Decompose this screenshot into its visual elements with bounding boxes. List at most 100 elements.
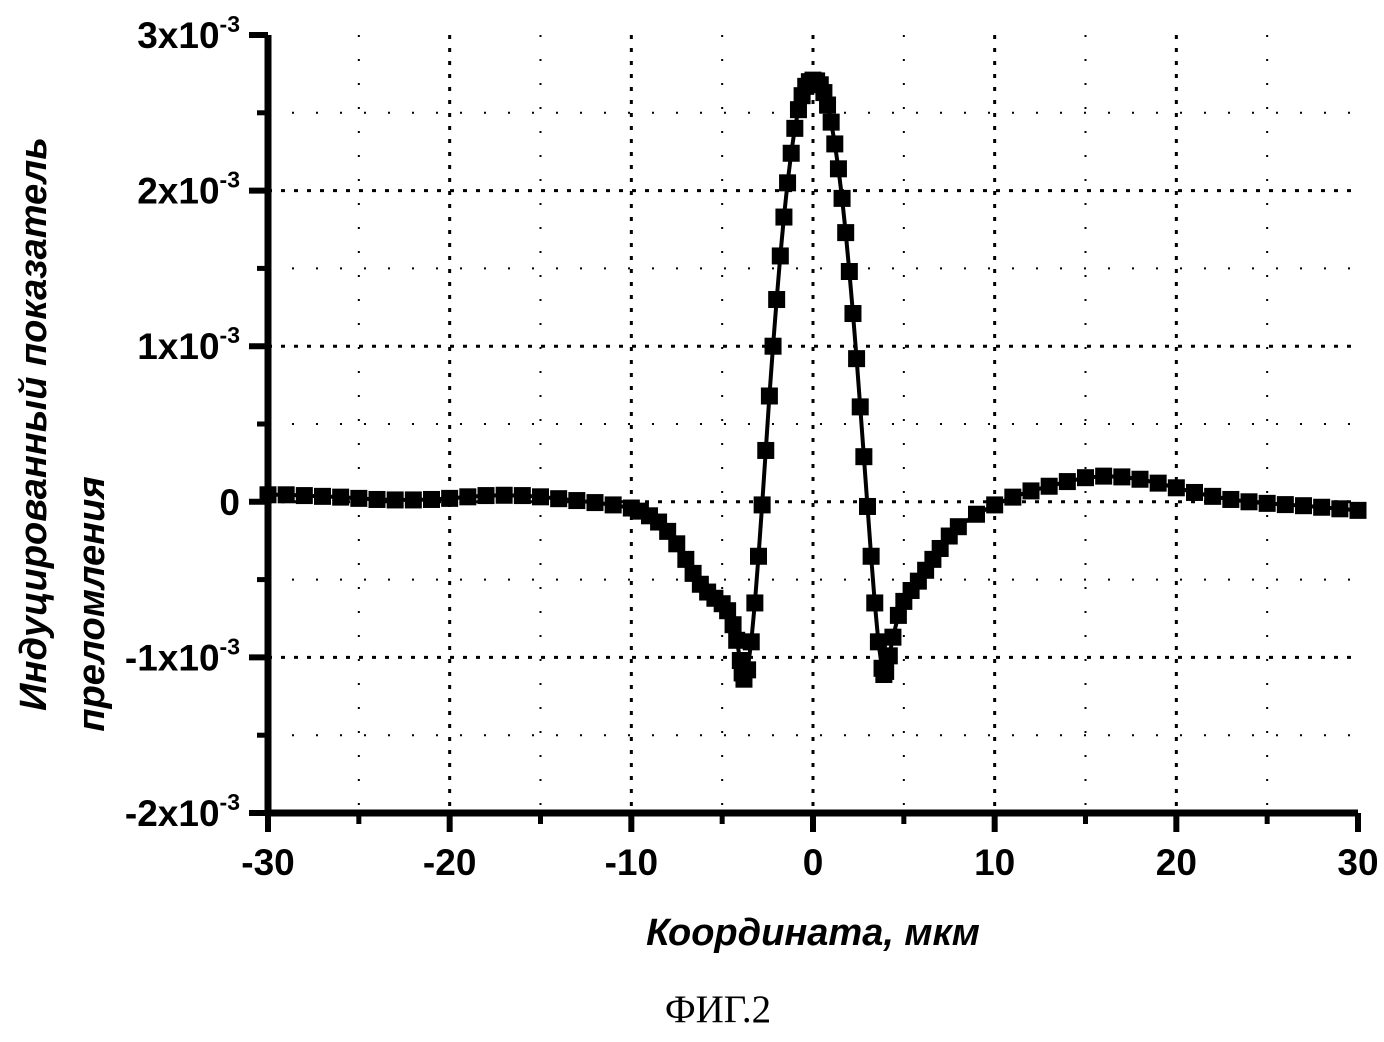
x-tick-label: 30: [1337, 842, 1378, 883]
x-axis-title: Координата, мкм: [646, 912, 980, 954]
series-marker: [822, 113, 840, 131]
series-marker: [968, 505, 985, 523]
series-marker: [869, 633, 887, 651]
y-axis-title-line-1: Индуцированный показатель: [13, 137, 55, 711]
series-marker: [1077, 469, 1094, 487]
series-marker: [782, 144, 800, 162]
series-marker: [848, 350, 866, 368]
series-marker: [728, 631, 746, 649]
plot-area-background: [268, 35, 1358, 813]
series-marker: [1186, 483, 1203, 501]
grid-lines: [268, 35, 1358, 813]
axis-ticks: [249, 32, 1361, 832]
series-marker: [1095, 467, 1113, 485]
series-marker: [764, 337, 782, 355]
series-marker: [859, 497, 876, 515]
series-marker: [833, 189, 851, 207]
series-marker: [568, 492, 586, 510]
series-marker: [350, 489, 368, 507]
figure-caption: ФИГ.2: [665, 988, 771, 1031]
series-marker: [1131, 470, 1149, 488]
series-marker: [604, 496, 622, 514]
data-series-layer: [259, 71, 1367, 688]
y-tick-label: -2x10-3: [125, 789, 240, 834]
series-marker: [1204, 487, 1222, 505]
series-marker: [1258, 494, 1276, 512]
series-marker: [1240, 493, 1258, 511]
series-marker: [826, 135, 844, 153]
x-tick-label: 10: [974, 842, 1015, 883]
series-marker: [550, 490, 568, 508]
y-tick-label: 0: [219, 482, 240, 523]
x-tick-label: 20: [1156, 842, 1197, 883]
series-marker: [789, 101, 807, 119]
series-marker: [837, 224, 855, 242]
series-marker: [1149, 474, 1167, 492]
series-marker: [851, 398, 869, 416]
y-tick-label: 1x10-3: [137, 322, 240, 367]
series-marker: [1113, 468, 1131, 486]
series-marker: [332, 488, 350, 506]
x-tick-label: 0: [803, 842, 824, 883]
y-tick-label: -1x10-3: [125, 633, 240, 678]
series-marker: [855, 448, 873, 466]
series-marker: [880, 647, 898, 665]
x-tick-label: -20: [423, 842, 476, 883]
series-marker: [779, 174, 797, 192]
series-marker: [753, 496, 771, 514]
series-marker: [949, 518, 967, 536]
series-marker: [771, 247, 789, 265]
series-marker: [757, 441, 775, 459]
series-marker: [1058, 473, 1076, 491]
y-tick-labels: -2x10-3 -1x10-3 0 1x10-3 2x10-3 3x10-3: [125, 11, 240, 834]
series-marker: [1167, 479, 1185, 497]
series-marker: [884, 628, 902, 646]
series-marker: [742, 633, 760, 651]
x-tick-labels: -30 -20 -10 0 10 20 30: [241, 842, 1378, 883]
series-marker: [775, 208, 793, 226]
series-marker: [513, 487, 531, 505]
series-marker: [677, 550, 695, 568]
series-marker: [719, 602, 737, 620]
y-tick-label: 3x10-3: [137, 11, 240, 56]
series-marker: [746, 594, 764, 612]
series-marker: [386, 491, 404, 509]
series-marker: [1222, 490, 1240, 508]
y-axis-title-line-2: преломления: [71, 476, 113, 731]
series-marker: [586, 494, 604, 512]
series-marker: [1276, 496, 1294, 514]
x-tick-label: -30: [241, 842, 294, 883]
series-marker: [862, 547, 880, 565]
series-marker: [532, 488, 549, 506]
series-marker: [1004, 488, 1022, 506]
series-marker: [819, 96, 837, 114]
series-marker: [844, 305, 862, 323]
series-marker: [1313, 498, 1331, 516]
series-marker: [724, 616, 742, 634]
series-marker: [889, 606, 907, 624]
series-marker: [368, 490, 386, 508]
series-marker: [750, 547, 767, 565]
series-marker: [1349, 501, 1367, 519]
series-marker: [866, 594, 884, 612]
series-marker: [768, 291, 786, 309]
series-marker: [760, 387, 778, 405]
series-marker: [1040, 477, 1058, 495]
series-marker: [840, 263, 858, 281]
series-marker: [986, 496, 1004, 514]
series-marker: [277, 486, 295, 504]
series-marker: [404, 491, 422, 509]
series-marker: [477, 487, 495, 505]
series-marker: [423, 490, 440, 508]
series-marker: [295, 487, 313, 505]
series-marker: [739, 661, 757, 679]
series-marker: [1022, 482, 1040, 500]
series-marker: [829, 160, 847, 178]
series-marker: [314, 487, 331, 505]
series-marker: [259, 486, 277, 504]
series-marker: [459, 488, 477, 506]
series-marker: [668, 535, 686, 553]
series-marker: [786, 119, 804, 137]
